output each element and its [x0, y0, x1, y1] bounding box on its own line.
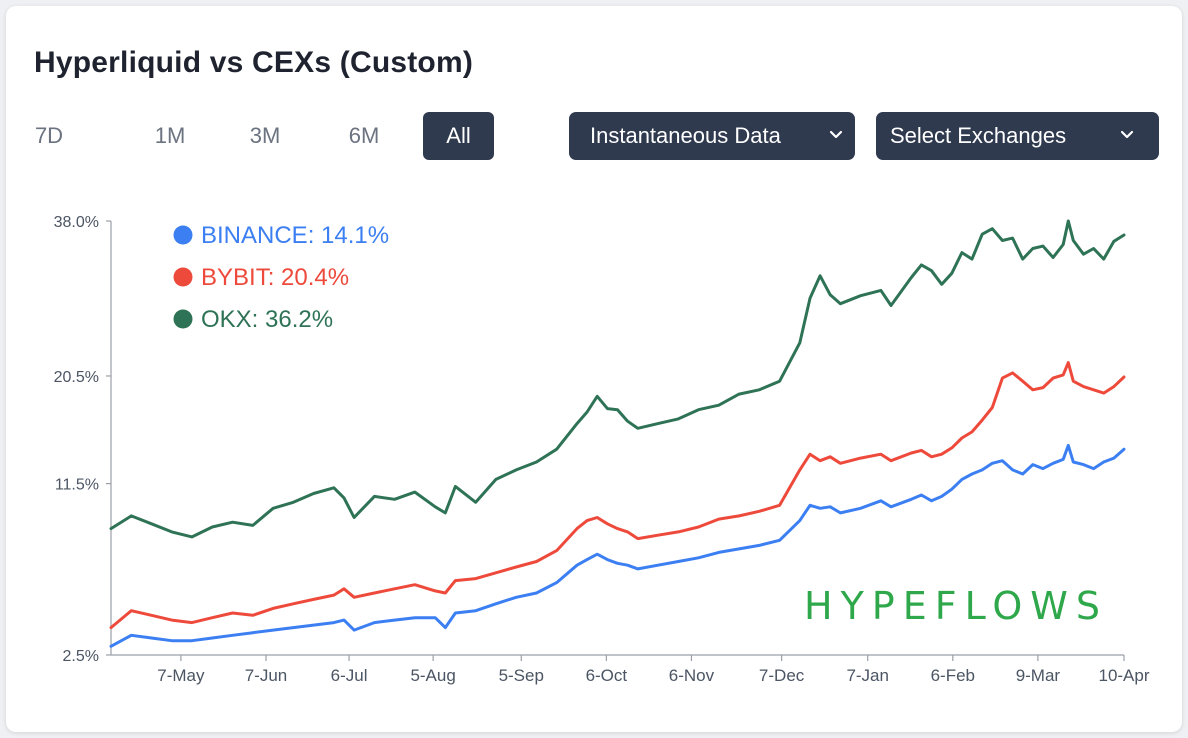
legend-label-okx: OKX: 36.2%	[201, 306, 333, 333]
legend-label-binance: BINANCE: 14.1%	[201, 222, 389, 249]
select-exchanges-label: Select Exchanges	[890, 123, 1067, 148]
x-tick-label: 7-May	[157, 666, 205, 685]
x-tick-label: 5-Aug	[410, 666, 455, 685]
range-button-1m[interactable]: 1M	[147, 112, 193, 160]
chevron-down-icon	[829, 130, 843, 139]
y-tick-label: 38.0%	[54, 214, 99, 231]
x-tick-label: 6-Nov	[669, 666, 715, 685]
range-button-6m[interactable]: 6M	[341, 112, 387, 160]
range-button-3m[interactable]: 3M	[242, 112, 288, 160]
x-tick-label: 7-Dec	[759, 666, 805, 685]
legend-marker-okx	[173, 309, 193, 329]
legend-marker-binance	[173, 225, 193, 245]
page-title: Hyperliquid vs CEXs (Custom)	[34, 46, 474, 79]
series-line-okx	[109, 219, 1126, 539]
series-line-binance	[109, 443, 1126, 648]
x-tick-label: 9-Mar	[1016, 666, 1061, 685]
y-tick-label: 2.5%	[63, 648, 99, 665]
chevron-down-icon	[1120, 130, 1134, 139]
x-tick-label: 7-Jun	[245, 666, 288, 685]
range-button-7d[interactable]: 7D	[34, 112, 64, 160]
chart-card: Hyperliquid vs CEXs (Custom) 7D 1M 3M 6M…	[6, 6, 1182, 732]
legend-marker-bybit	[173, 267, 193, 287]
y-tick-label: 11.5%	[55, 477, 99, 494]
select-exchanges-dropdown[interactable]: Select Exchanges	[876, 112, 1159, 160]
legend-label-bybit: BYBIT: 20.4%	[201, 264, 349, 291]
data-mode-dropdown[interactable]: Instantaneous Data	[569, 112, 855, 160]
series-line-bybit	[109, 361, 1126, 630]
x-tick-label: 6-Jul	[331, 666, 368, 685]
x-tick-label: 5-Sep	[499, 666, 544, 685]
y-tick-label: 20.5%	[54, 369, 99, 386]
x-tick-label: 6-Feb	[931, 666, 975, 685]
range-button-all[interactable]: All	[423, 112, 494, 160]
data-mode-label: Instantaneous Data	[590, 123, 781, 148]
hypeflows-watermark: HYPEFLOWS	[804, 584, 1108, 628]
x-tick-label: 7-Jan	[846, 666, 889, 685]
x-tick-label: 6-Oct	[586, 666, 628, 685]
x-tick-label: 10-Apr	[1098, 666, 1149, 685]
